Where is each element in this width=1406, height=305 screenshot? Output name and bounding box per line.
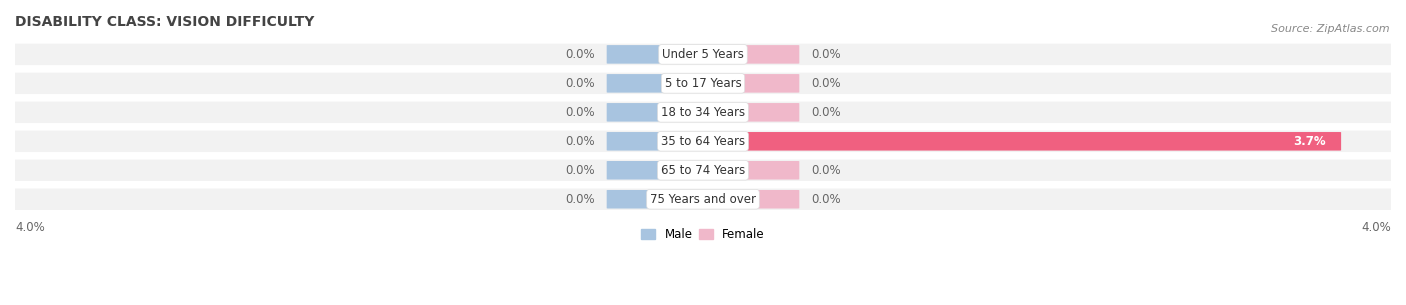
Text: 35 to 64 Years: 35 to 64 Years bbox=[661, 135, 745, 148]
Text: 0.0%: 0.0% bbox=[811, 48, 841, 61]
FancyBboxPatch shape bbox=[15, 131, 1391, 152]
FancyBboxPatch shape bbox=[606, 103, 704, 122]
FancyBboxPatch shape bbox=[606, 132, 704, 151]
FancyBboxPatch shape bbox=[606, 45, 704, 64]
FancyBboxPatch shape bbox=[15, 73, 1391, 94]
FancyBboxPatch shape bbox=[15, 188, 1391, 210]
FancyBboxPatch shape bbox=[606, 190, 704, 209]
FancyBboxPatch shape bbox=[15, 44, 1391, 65]
FancyBboxPatch shape bbox=[702, 45, 800, 64]
Text: 0.0%: 0.0% bbox=[811, 106, 841, 119]
Text: 0.0%: 0.0% bbox=[565, 164, 595, 177]
Text: 18 to 34 Years: 18 to 34 Years bbox=[661, 106, 745, 119]
Text: 0.0%: 0.0% bbox=[565, 48, 595, 61]
FancyBboxPatch shape bbox=[702, 161, 800, 180]
Text: 65 to 74 Years: 65 to 74 Years bbox=[661, 164, 745, 177]
Text: Under 5 Years: Under 5 Years bbox=[662, 48, 744, 61]
FancyBboxPatch shape bbox=[15, 102, 1391, 123]
Text: 4.0%: 4.0% bbox=[1361, 221, 1391, 234]
Legend: Male, Female: Male, Female bbox=[637, 224, 769, 246]
FancyBboxPatch shape bbox=[606, 161, 704, 180]
Text: 4.0%: 4.0% bbox=[15, 221, 45, 234]
Text: 0.0%: 0.0% bbox=[811, 77, 841, 90]
Text: 0.0%: 0.0% bbox=[565, 135, 595, 148]
Text: 3.7%: 3.7% bbox=[1294, 135, 1326, 148]
Text: 0.0%: 0.0% bbox=[565, 77, 595, 90]
FancyBboxPatch shape bbox=[702, 74, 800, 93]
Text: 0.0%: 0.0% bbox=[811, 193, 841, 206]
FancyBboxPatch shape bbox=[702, 103, 800, 122]
Text: 5 to 17 Years: 5 to 17 Years bbox=[665, 77, 741, 90]
FancyBboxPatch shape bbox=[702, 190, 800, 209]
Text: 0.0%: 0.0% bbox=[811, 164, 841, 177]
Text: 0.0%: 0.0% bbox=[565, 106, 595, 119]
FancyBboxPatch shape bbox=[606, 74, 704, 93]
FancyBboxPatch shape bbox=[15, 160, 1391, 181]
Text: DISABILITY CLASS: VISION DIFFICULTY: DISABILITY CLASS: VISION DIFFICULTY bbox=[15, 15, 315, 29]
FancyBboxPatch shape bbox=[702, 132, 1341, 151]
Text: 0.0%: 0.0% bbox=[565, 193, 595, 206]
Text: Source: ZipAtlas.com: Source: ZipAtlas.com bbox=[1271, 24, 1389, 34]
Text: 75 Years and over: 75 Years and over bbox=[650, 193, 756, 206]
